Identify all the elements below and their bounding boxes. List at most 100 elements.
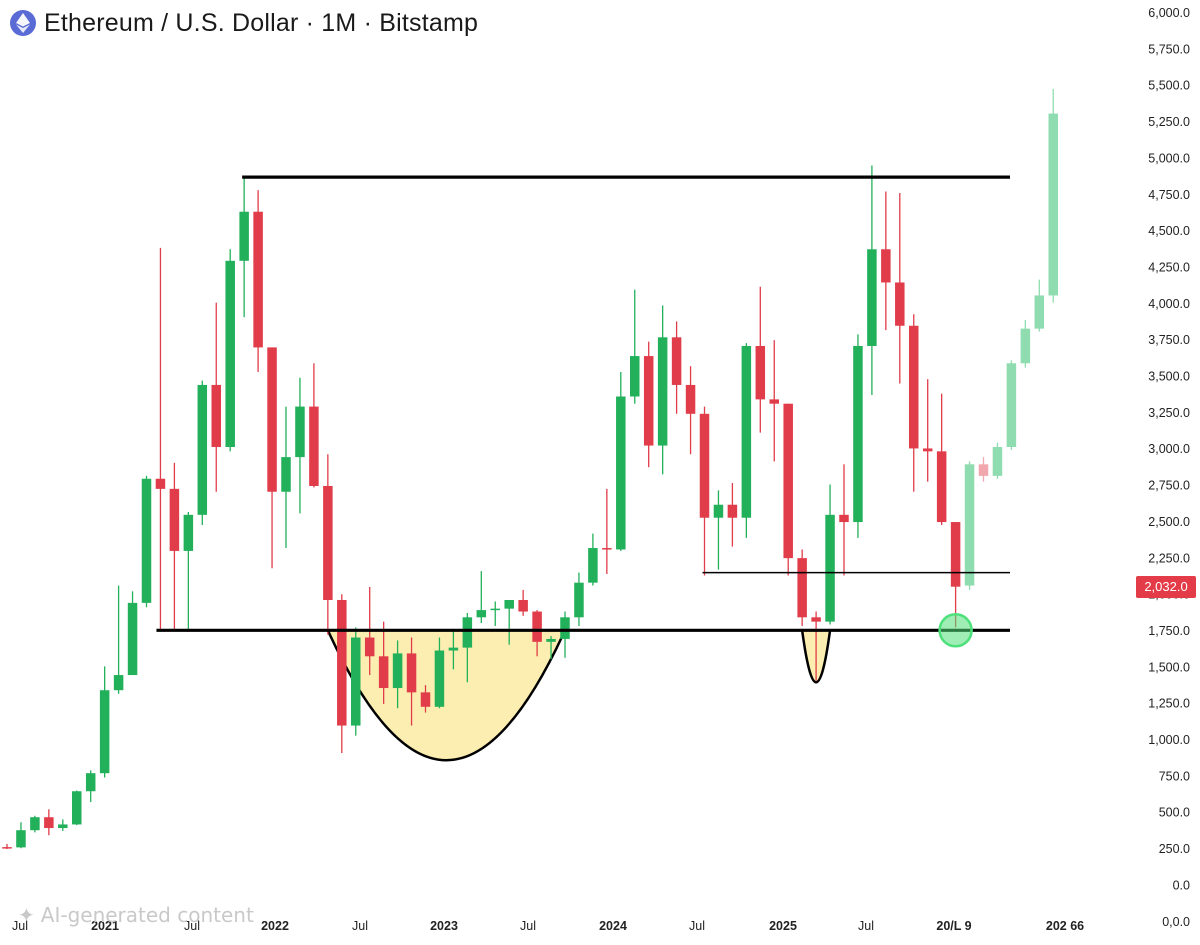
candle-body[interactable] xyxy=(685,384,696,414)
candle-body[interactable] xyxy=(239,211,249,261)
candle-body[interactable] xyxy=(434,650,445,707)
candle-body[interactable] xyxy=(895,282,905,326)
y-axis-tick-label: 2,500.0 xyxy=(1148,515,1190,529)
candle-body[interactable] xyxy=(113,675,124,691)
candle-body[interactable] xyxy=(727,504,738,518)
candle-body[interactable] xyxy=(476,610,487,618)
candle-body[interactable] xyxy=(127,602,138,676)
candle-body[interactable] xyxy=(364,637,375,657)
projection-candle-body[interactable] xyxy=(992,447,1003,476)
candle-body[interactable] xyxy=(85,773,96,792)
x-axis-tick-label: Jul xyxy=(12,919,28,933)
candle-body[interactable] xyxy=(699,413,710,518)
candle-body[interactable] xyxy=(448,647,459,651)
candle-body[interactable] xyxy=(811,617,821,622)
candle-body[interactable] xyxy=(30,817,40,831)
watermark-text: AI-generated content xyxy=(40,903,254,927)
x-axis-tick-label: Jul xyxy=(520,919,536,933)
candle-body[interactable] xyxy=(867,249,877,346)
candle-body[interactable] xyxy=(295,406,305,458)
projection-candle-body[interactable] xyxy=(1006,363,1017,447)
candle-body[interactable] xyxy=(462,617,473,648)
candle-body[interactable] xyxy=(630,356,640,397)
x-axis-tick-label: 2021 xyxy=(91,919,119,933)
candle-body[interactable] xyxy=(490,608,501,611)
candle-body[interactable] xyxy=(420,692,431,707)
candle-body[interactable] xyxy=(225,260,235,447)
x-axis-tick-label: Jul xyxy=(858,919,874,933)
candle-body[interactable] xyxy=(518,599,528,612)
bounce-marker[interactable] xyxy=(938,613,973,648)
projection-candle-body[interactable] xyxy=(1020,328,1031,364)
candle-body[interactable] xyxy=(504,599,514,609)
y-axis-tick-label: 6,000.0 xyxy=(1148,6,1190,20)
y-axis-tick-label: 5,000.0 xyxy=(1148,151,1190,165)
projection-candle-body[interactable] xyxy=(1048,113,1059,296)
candle-body[interactable] xyxy=(546,638,556,642)
candle-body[interactable] xyxy=(853,345,863,523)
y-axis-tick-label: 4,500.0 xyxy=(1148,224,1190,238)
candle-body[interactable] xyxy=(58,824,68,829)
candle-body[interactable] xyxy=(839,514,849,523)
candle-body[interactable] xyxy=(741,345,752,518)
y-axis-tick-label: 1,250.0 xyxy=(1148,697,1190,711)
candle-body[interactable] xyxy=(797,558,807,618)
y-axis-tick-label: 2,750.0 xyxy=(1148,479,1190,493)
candle-body[interactable] xyxy=(2,847,12,849)
candle-body[interactable] xyxy=(881,249,891,283)
candle-body[interactable] xyxy=(253,211,263,348)
candle-body[interactable] xyxy=(950,522,961,587)
cup-pattern-shape xyxy=(325,629,567,762)
candle-body[interactable] xyxy=(141,478,152,603)
candle-body[interactable] xyxy=(657,337,668,446)
candle-body[interactable] xyxy=(16,830,26,848)
candle-body[interactable] xyxy=(922,448,933,452)
candle-body[interactable] xyxy=(99,690,110,774)
y-axis-tick-label: 250.0 xyxy=(1159,842,1190,856)
x-axis-tick-label: Jul xyxy=(352,919,368,933)
y-axis-tick-label: 750.0 xyxy=(1159,769,1190,783)
candle-body[interactable] xyxy=(378,656,389,689)
candle-body[interactable] xyxy=(616,396,626,550)
candle-body[interactable] xyxy=(560,617,570,639)
candle-body[interactable] xyxy=(309,406,319,486)
candle-body[interactable] xyxy=(713,504,724,518)
candle-body[interactable] xyxy=(337,599,347,726)
y-axis-tick-label: 5,750.0 xyxy=(1148,42,1190,56)
candle-body[interactable] xyxy=(909,325,919,449)
chart-header: Ethereum / U.S. Dollar · 1M · Bitstamp xyxy=(10,6,478,40)
candle-body[interactable] xyxy=(825,514,835,622)
candle-body[interactable] xyxy=(769,399,780,404)
candle-body[interactable] xyxy=(197,384,208,515)
y-axis-tick-label: 4,250.0 xyxy=(1148,260,1190,274)
candle-body[interactable] xyxy=(602,548,612,550)
candle-body[interactable] xyxy=(211,384,222,447)
projection-candle-body[interactable] xyxy=(1034,295,1045,329)
candle-body[interactable] xyxy=(183,514,194,551)
x-axis-tick-label: 2022 xyxy=(261,919,289,933)
candle-body[interactable] xyxy=(44,817,54,829)
x-axis-tick-label: Jul xyxy=(184,919,200,933)
candle-body[interactable] xyxy=(267,347,277,492)
candle-body[interactable] xyxy=(155,478,166,489)
candle-body[interactable] xyxy=(281,457,291,492)
candle-body[interactable] xyxy=(72,791,82,825)
candle-body[interactable] xyxy=(351,637,361,726)
candle-body[interactable] xyxy=(169,488,180,551)
y-axis-tick-label: 500.0 xyxy=(1159,806,1190,820)
candle-body[interactable] xyxy=(588,548,598,583)
candle-body[interactable] xyxy=(532,611,542,642)
candle-body[interactable] xyxy=(323,485,333,600)
candle-body[interactable] xyxy=(574,582,584,618)
projection-candle-body[interactable] xyxy=(978,464,989,476)
candle-body[interactable] xyxy=(406,653,417,693)
candle-body[interactable] xyxy=(783,403,793,559)
candle-body[interactable] xyxy=(755,345,766,400)
candle-body[interactable] xyxy=(643,356,654,446)
projection-candle-body[interactable] xyxy=(964,464,975,586)
candle-body[interactable] xyxy=(671,337,682,385)
candle-body[interactable] xyxy=(936,451,947,523)
candle-body[interactable] xyxy=(392,653,403,689)
